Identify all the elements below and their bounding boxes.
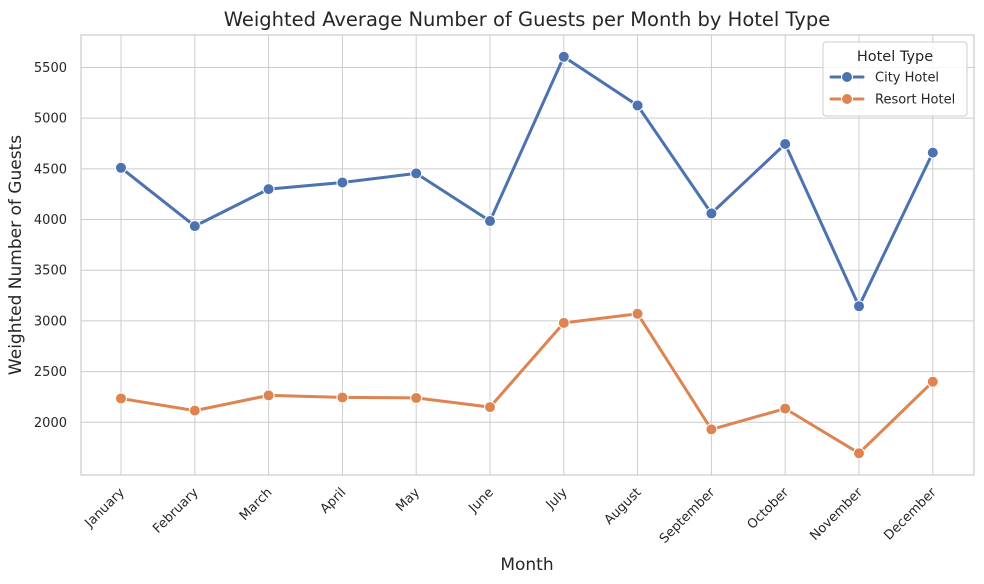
y-tick-label: 3500 <box>34 264 67 279</box>
data-point <box>853 447 865 460</box>
series-layer <box>115 50 939 460</box>
data-point <box>262 389 275 402</box>
series-resort-hotel <box>115 307 939 460</box>
data-point <box>926 375 939 388</box>
y-tick-label: 3000 <box>34 314 67 329</box>
x-axis-title: Month <box>500 555 553 575</box>
y-tick-label: 2500 <box>34 365 67 380</box>
x-tick-label: January <box>82 485 128 531</box>
y-tick-label: 5000 <box>34 112 67 127</box>
data-point <box>853 300 865 313</box>
data-point <box>631 99 644 112</box>
data-point <box>631 307 644 320</box>
legend-entry: Resort Hotel <box>829 93 955 108</box>
legend-entry: City Hotel <box>829 71 939 86</box>
x-tick-label: March <box>237 485 276 524</box>
plot-frame <box>80 34 975 476</box>
y-tick-label: 5500 <box>34 61 67 76</box>
x-tick-label: May <box>393 485 423 515</box>
x-tick-label: November <box>807 485 866 544</box>
x-tick-label: June <box>465 485 496 516</box>
x-tick-label: December <box>881 485 940 544</box>
series-city-hotel <box>115 50 939 313</box>
y-axis-title: Weighted Number of Guests <box>6 135 26 375</box>
x-tick-label: August <box>602 485 645 528</box>
data-point <box>262 183 275 196</box>
data-point <box>115 392 127 405</box>
legend-title: Hotel Type <box>857 49 933 65</box>
data-point <box>188 404 201 417</box>
series-line <box>119 55 935 308</box>
y-tick-label: 4000 <box>34 213 67 228</box>
data-point <box>336 176 349 189</box>
y-tick-label: 2000 <box>34 416 67 431</box>
y-tick-label: 4500 <box>34 162 67 177</box>
data-point <box>410 167 423 180</box>
data-point <box>557 50 570 63</box>
data-point <box>926 146 939 159</box>
data-point <box>188 220 201 233</box>
legend-entries: City Hotel Resort Hotel <box>829 71 955 108</box>
data-point <box>557 316 570 329</box>
x-tick-label: October <box>745 485 793 533</box>
data-point <box>484 401 496 414</box>
legend-marker <box>841 93 853 105</box>
data-point <box>336 391 349 404</box>
x-tick-label: February <box>150 485 202 537</box>
gridlines <box>81 35 974 475</box>
legend-label: Resort Hotel <box>875 93 955 108</box>
legend-marker <box>841 71 853 83</box>
data-point <box>779 402 792 415</box>
x-tick-label: April <box>318 485 350 517</box>
series-line <box>119 312 935 455</box>
data-point <box>410 391 423 404</box>
data-point <box>115 161 127 174</box>
data-point <box>705 423 718 436</box>
legend-label: City Hotel <box>875 71 939 86</box>
data-point <box>779 137 792 150</box>
data-point <box>484 215 496 228</box>
data-point <box>705 207 718 220</box>
chart-title: Weighted Average Number of Guests per Mo… <box>224 8 831 31</box>
x-tick-label: September <box>657 485 719 547</box>
x-tick-label: July <box>543 485 571 513</box>
legend: Hotel Type City Hotel Resort Hotel <box>822 41 968 117</box>
